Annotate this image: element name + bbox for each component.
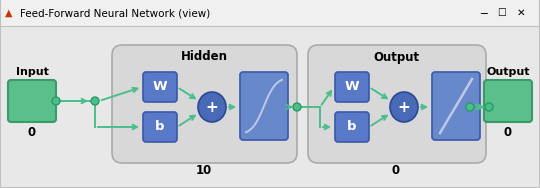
FancyBboxPatch shape xyxy=(143,72,177,102)
Text: b: b xyxy=(156,121,165,133)
FancyBboxPatch shape xyxy=(240,72,288,140)
Circle shape xyxy=(485,103,493,111)
Text: ✕: ✕ xyxy=(517,8,525,18)
FancyBboxPatch shape xyxy=(335,72,369,102)
Text: ▲: ▲ xyxy=(5,8,13,18)
Circle shape xyxy=(52,97,60,105)
Text: Input: Input xyxy=(16,67,49,77)
Text: Hidden: Hidden xyxy=(180,51,227,64)
Text: W: W xyxy=(345,80,359,93)
Ellipse shape xyxy=(390,92,418,122)
FancyBboxPatch shape xyxy=(0,0,540,26)
FancyBboxPatch shape xyxy=(432,72,480,140)
Text: +: + xyxy=(397,99,410,114)
FancyBboxPatch shape xyxy=(335,112,369,142)
Text: b: b xyxy=(347,121,357,133)
Text: Feed-Forward Neural Network (view): Feed-Forward Neural Network (view) xyxy=(20,8,210,18)
FancyBboxPatch shape xyxy=(308,45,486,163)
FancyBboxPatch shape xyxy=(112,45,297,163)
FancyBboxPatch shape xyxy=(0,26,540,188)
Text: Output: Output xyxy=(373,51,419,64)
Text: W: W xyxy=(153,80,167,93)
Circle shape xyxy=(293,103,301,111)
Circle shape xyxy=(91,97,99,105)
Text: 0: 0 xyxy=(392,164,400,177)
Text: 0: 0 xyxy=(504,127,512,139)
Text: +: + xyxy=(206,99,218,114)
Circle shape xyxy=(466,103,474,111)
Text: 0: 0 xyxy=(28,127,36,139)
FancyBboxPatch shape xyxy=(484,80,532,122)
FancyBboxPatch shape xyxy=(143,112,177,142)
Ellipse shape xyxy=(198,92,226,122)
Text: 10: 10 xyxy=(196,164,212,177)
Text: Output: Output xyxy=(486,67,530,77)
Text: ☐: ☐ xyxy=(498,8,507,18)
FancyBboxPatch shape xyxy=(8,80,56,122)
Text: ─: ─ xyxy=(480,8,487,18)
